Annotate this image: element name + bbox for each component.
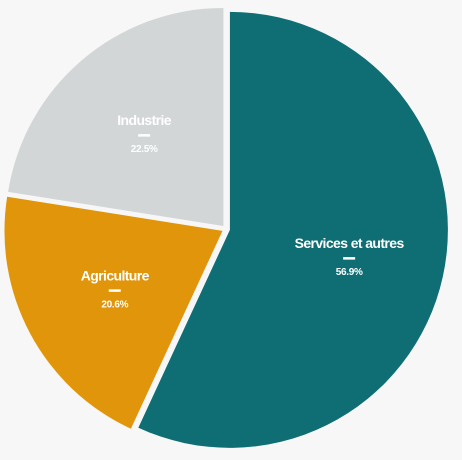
slice-label: Agriculture: [81, 267, 150, 283]
slice-value-label: 22.5%: [131, 144, 158, 155]
slice-label: Services et autres: [295, 235, 405, 251]
slice-value-label: 56.9%: [336, 267, 363, 278]
slice-label-group-agriculture: Agriculture 20.6%: [81, 267, 150, 310]
pie-slice-services-et-autres: [138, 11, 448, 448]
slice-value-label: 20.6%: [101, 299, 128, 310]
pie-slice-industrie: [8, 7, 224, 226]
slice-label: Industrie: [117, 112, 172, 128]
slice-label-group-industrie: Industrie 22.5%: [117, 112, 172, 155]
pie-slice-agriculture: [4, 196, 223, 429]
slice-label-group-services-et-autres: Services et autres 56.9%: [295, 235, 405, 278]
label-divider: [343, 257, 356, 260]
label-divider: [138, 134, 151, 137]
label-divider: [108, 289, 121, 292]
